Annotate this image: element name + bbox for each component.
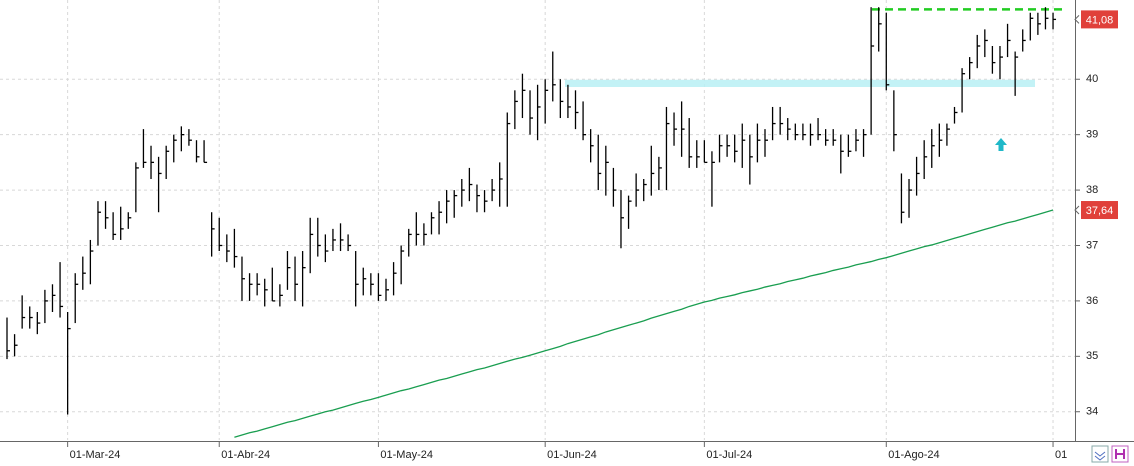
x-tick-label: 01-Jul-24	[706, 449, 752, 461]
last-price-label-pointer	[1074, 15, 1080, 24]
ma-last-label: 37,64	[1086, 205, 1114, 217]
moving-average-line	[234, 209, 1054, 438]
y-tick-label: 34	[1086, 406, 1098, 418]
y-tick-label: 36	[1086, 295, 1098, 307]
x-tick-label: 01-Jun-24	[547, 449, 597, 461]
x-tick-label: 01-May-24	[380, 449, 433, 461]
y-tick-label: 38	[1086, 184, 1098, 196]
last-price-label: 41,08	[1086, 14, 1114, 26]
last-price-label-box	[1081, 10, 1118, 29]
ma-last-label-box	[1081, 201, 1118, 220]
y-tick-label: 35	[1086, 350, 1098, 362]
x-tick-label: 01-Abr-24	[221, 449, 270, 461]
h-icon	[1115, 449, 1125, 459]
y-tick-label: 39	[1086, 129, 1098, 141]
support-zone	[565, 79, 1035, 88]
ma-last-label-pointer	[1074, 205, 1080, 215]
up-arrow-icon	[995, 138, 1007, 151]
y-tick-label: 40	[1086, 73, 1098, 85]
zoom-button[interactable]	[1091, 445, 1109, 463]
zoom-icon	[1094, 451, 1106, 461]
x-tick-label: 01-Mar-24	[70, 449, 121, 461]
y-tick-label: 37	[1086, 239, 1098, 251]
x-tick-label: 01	[1055, 449, 1067, 461]
x-tick-label: 01-Ago-24	[888, 449, 939, 461]
